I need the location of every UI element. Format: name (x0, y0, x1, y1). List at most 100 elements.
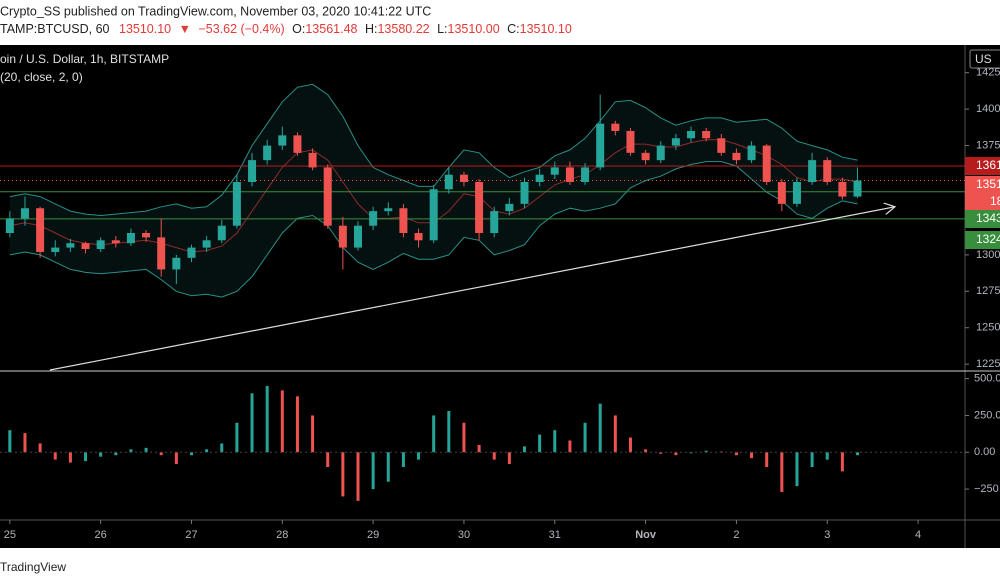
histogram-bar (462, 422, 466, 453)
y-tick-label: 14250 (976, 67, 1000, 79)
candle-body (596, 123, 605, 168)
candle-body (338, 225, 347, 248)
histogram-bar (447, 411, 451, 453)
x-tick-label: 28 (276, 529, 288, 541)
histogram-bar (613, 415, 617, 453)
y-tick-label: 12500 (976, 322, 1000, 334)
histogram-bar (507, 452, 511, 465)
histogram-bar (492, 452, 496, 460)
y-tick-label: 12250 (976, 358, 1000, 370)
candle-body (550, 167, 559, 175)
indicator-label: (20, close, 2, 0) (0, 70, 83, 84)
histogram-bar (568, 440, 572, 453)
x-tick-label: Nov (635, 529, 657, 541)
countdown: 18 (990, 194, 1000, 208)
candle-body (66, 243, 75, 248)
c-label: C: (507, 22, 520, 36)
y-tick-label: −250 (974, 483, 999, 495)
y-tick-label: 13750 (976, 139, 1000, 151)
l-label: L: (437, 22, 447, 36)
candle-body (717, 138, 726, 153)
histogram-bar (523, 446, 527, 453)
candle-body (853, 180, 862, 197)
y-tick-label: 14000 (976, 103, 1000, 115)
histogram-bar (295, 396, 299, 453)
candle-body (808, 160, 817, 182)
histogram-bar (84, 452, 88, 462)
histogram-bar (144, 447, 148, 453)
candle-body (126, 233, 135, 244)
price-label: 13510 (976, 177, 1000, 191)
candle-body (278, 135, 287, 146)
histogram-bar (598, 403, 602, 453)
y-tick-label: 250.00 (974, 409, 1000, 421)
candle-body (323, 167, 332, 226)
histogram-bar (8, 430, 12, 453)
candle-body (792, 181, 801, 204)
histogram-bar (386, 452, 390, 482)
candle-body (429, 189, 438, 241)
histogram-bar (795, 452, 799, 487)
symbol: TAMP:BTCUSD, 60 (0, 22, 110, 36)
candle-body (202, 240, 211, 248)
candle-body (687, 130, 696, 139)
y-tick-label: 500.00 (974, 373, 1000, 385)
candle-body (263, 145, 272, 161)
candle-body (81, 243, 90, 250)
o-label: O: (292, 22, 305, 36)
x-tick-label: 4 (915, 529, 921, 541)
chart-title: oin / U.S. Dollar, 1h, BITSTAMP (0, 52, 169, 66)
brand: TradingView (0, 560, 66, 574)
h: 13580.22 (377, 22, 429, 36)
candle-body (353, 225, 362, 248)
last: 13510.10 (119, 22, 171, 36)
price-label-box (965, 176, 1000, 194)
price-label: 1361 (976, 158, 1000, 172)
histogram-bar (341, 452, 345, 497)
candle-body (217, 225, 226, 241)
x-tick-label: 3 (824, 529, 830, 541)
change: −53.62 (−0.4%) (198, 22, 284, 36)
candle-body (293, 135, 302, 153)
histogram-bar (765, 452, 769, 467)
x-tick-label: 27 (185, 529, 197, 541)
candle-body (838, 181, 847, 197)
histogram-bar (674, 452, 678, 456)
candle-body (611, 123, 620, 131)
candle-body (20, 208, 29, 219)
currency-box[interactable] (969, 49, 1000, 69)
candle-body (732, 152, 741, 161)
x-tick-label: 29 (367, 529, 379, 541)
histogram-bar (53, 452, 57, 460)
o: 13561.48 (305, 22, 357, 36)
candle-body (581, 167, 590, 182)
histogram-bar (583, 422, 587, 453)
candle-body (384, 208, 393, 212)
h-label: H: (365, 22, 378, 36)
histogram-bar (401, 452, 405, 467)
histogram-bar (825, 452, 829, 460)
price-label-box (965, 210, 1000, 228)
candle-body (96, 240, 105, 250)
candle-body (248, 160, 257, 182)
price-label-box (965, 231, 1000, 249)
histogram-bar (326, 452, 330, 467)
histogram-bar (371, 452, 375, 490)
candle-body (520, 181, 529, 204)
l: 13510.00 (448, 22, 500, 36)
histogram-bar (68, 452, 72, 463)
arrow: ▼ (179, 22, 191, 36)
currency: US (975, 52, 992, 66)
histogram-bar (311, 415, 315, 453)
histogram-bar (856, 452, 860, 456)
histogram-bar (734, 452, 738, 456)
histogram-bar (810, 452, 814, 467)
x-tick-label: 25 (4, 529, 16, 541)
y-tick-label: 12750 (976, 285, 1000, 297)
candle-body (308, 152, 317, 168)
candle-body (399, 208, 408, 234)
histogram-bar (235, 422, 239, 453)
histogram-bar (265, 385, 269, 453)
candle-body (232, 181, 241, 226)
